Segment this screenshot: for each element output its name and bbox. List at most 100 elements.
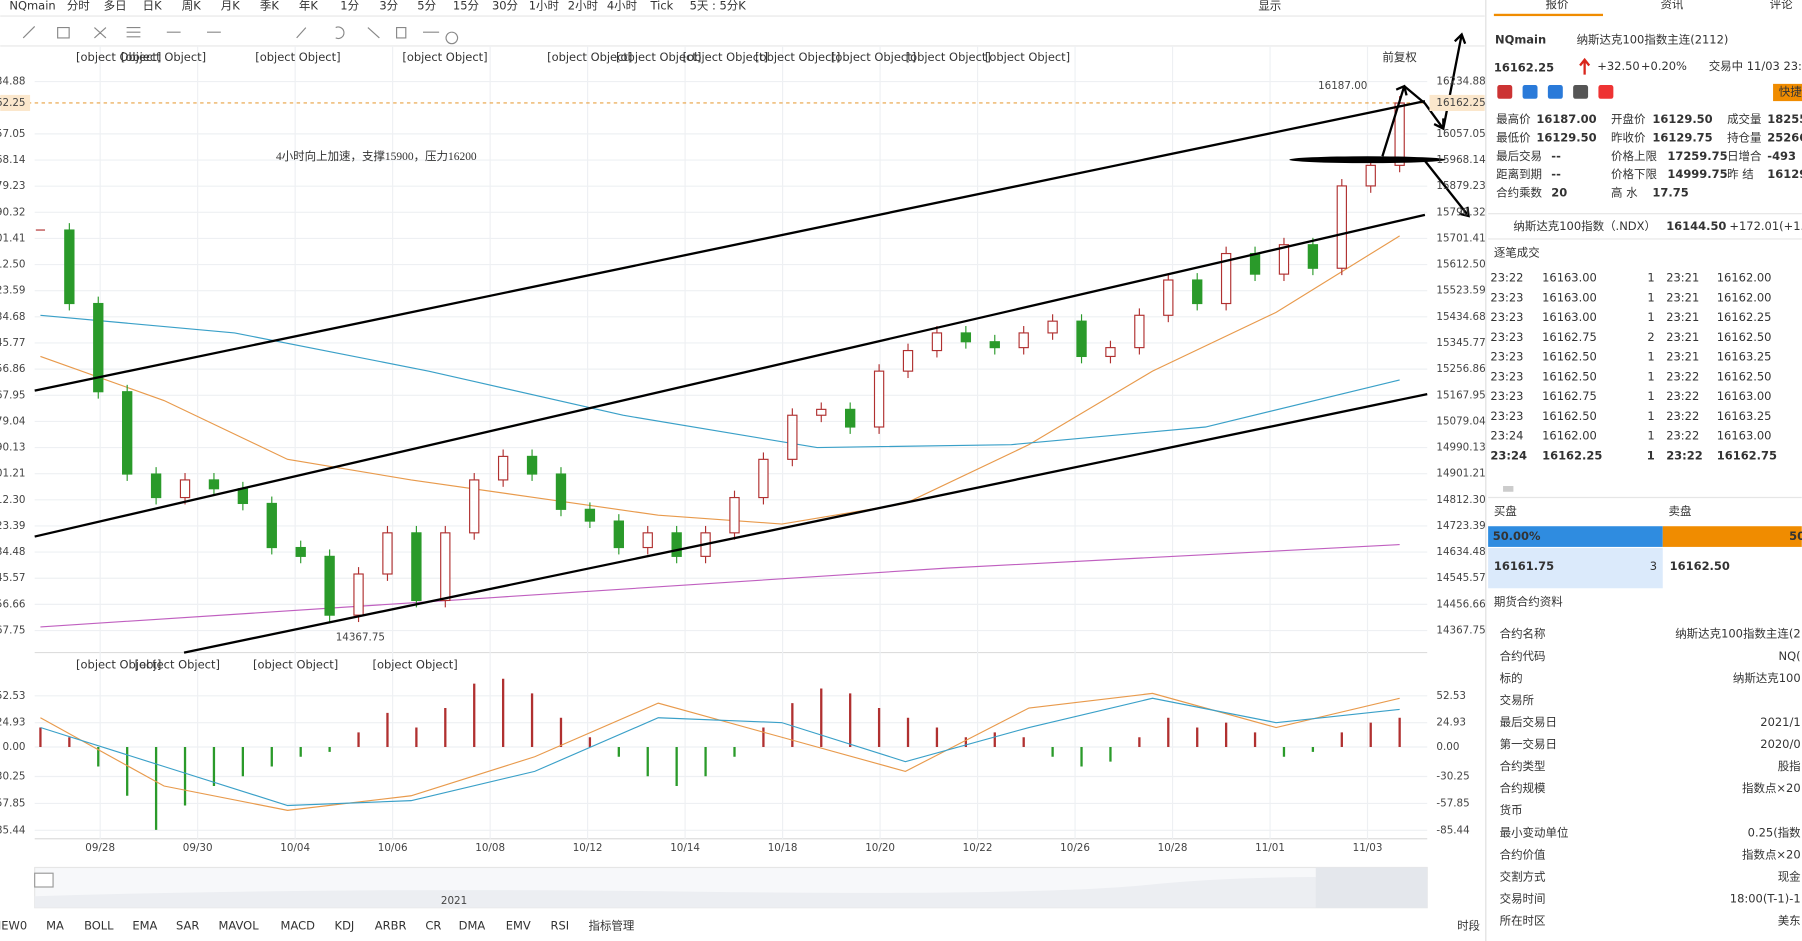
info-label: 最后交易日 — [1500, 715, 1557, 729]
tool-icons[interactable] — [22, 26, 459, 45]
drawing-tools[interactable] — [22, 26, 459, 45]
low-label: 14367.75 — [336, 632, 385, 644]
scroll-mark — [1503, 486, 1514, 492]
panel-tab[interactable]: 评论 — [1770, 0, 1793, 11]
y-tick-label-left: 15879.23 — [0, 180, 25, 192]
period-button[interactable]: 周K — [182, 0, 201, 12]
x-tick-label: 10/26 — [1060, 842, 1090, 854]
index-name[interactable]: 纳斯达克100指数（.NDX） — [1513, 219, 1656, 233]
indicator-button[interactable]: MA — [46, 919, 64, 933]
x-tick-label: 10/04 — [280, 842, 310, 854]
period-button[interactable]: 分时 — [67, 0, 90, 12]
panel-pct: +0.20% — [1641, 59, 1687, 73]
indicator-button[interactable]: EMA — [132, 919, 157, 933]
x-tick-label: 10/18 — [768, 842, 798, 854]
indicator-button[interactable]: BOLL — [84, 919, 114, 933]
quote-label: 开盘价 — [1611, 112, 1646, 126]
period-button[interactable]: 3分 — [379, 0, 398, 12]
period-button[interactable]: 时段 — [1457, 919, 1480, 933]
y-tick-label: 14901.21 — [1436, 468, 1485, 480]
trade-cell: 16163.00 — [1542, 271, 1597, 285]
indicator-button[interactable]: EMV — [506, 919, 531, 933]
y-tick-label-left: 15256.86 — [0, 363, 25, 375]
indicator-button[interactable]: SAR — [176, 919, 199, 933]
candle — [237, 488, 249, 505]
ma-legend: [object Object] — [985, 50, 1070, 64]
trade-cell: 1 — [1647, 290, 1654, 304]
trade-cell: 23:22 — [1666, 429, 1699, 443]
indicator-button[interactable]: RSI — [551, 919, 570, 933]
indicator-button[interactable]: CR — [425, 919, 441, 933]
quote-label: 持仓量 — [1727, 130, 1761, 144]
macd-tick-label: 24.93 — [1436, 717, 1466, 729]
quote-value: 14999.75 — [1667, 167, 1727, 181]
navigator-handle[interactable] — [34, 872, 54, 888]
panel-tab[interactable]: 资讯 — [1660, 0, 1683, 11]
period-button[interactable]: 2小时 — [568, 0, 599, 12]
info-value: 纳斯达克100 — [1733, 671, 1801, 685]
quick-button-label[interactable]: 快捷 — [1779, 84, 1802, 98]
period-button[interactable]: 30分 — [492, 0, 519, 12]
trend-line — [34, 213, 1426, 538]
quick-button — [1773, 83, 1802, 102]
indicator-button[interactable]: IEW0 — [0, 919, 27, 933]
quote-value: -- — [1551, 149, 1561, 163]
indicator-button[interactable]: DMA — [459, 919, 486, 933]
candle — [64, 229, 75, 305]
y-tick-label: 14545.57 — [1436, 572, 1485, 584]
indicator-button[interactable]: MACD — [281, 919, 316, 933]
bid-box — [1488, 548, 1663, 589]
y-tick-label: 14367.75 — [1436, 625, 1485, 637]
ma-legend: [object Object] — [906, 50, 991, 64]
symbol-tab: NQmain — [9, 0, 55, 12]
period-button[interactable]: 日K — [143, 0, 162, 12]
period-button[interactable]: 5分 — [417, 0, 436, 12]
period-button[interactable]: 月K — [221, 0, 240, 12]
index-price: 16144.50 — [1666, 219, 1726, 233]
info-value: 指数点×20 — [1742, 847, 1801, 861]
candle — [1047, 320, 1058, 334]
info-value: 纳斯达克100指数主连(2 — [1675, 627, 1800, 641]
candle — [671, 532, 682, 557]
period-button[interactable]: 1分 — [340, 0, 359, 12]
quote-label: 最低价 — [1496, 130, 1531, 144]
y-tick-label-left: 14367.75 — [0, 625, 25, 637]
indicator-button[interactable]: MAVOL — [219, 919, 260, 933]
period-button[interactable]: 4小时 — [607, 0, 638, 12]
period-button[interactable]: 季K — [260, 0, 279, 12]
period-button[interactable]: 1小时 — [529, 0, 560, 12]
candle — [642, 532, 653, 549]
y-tick-label-left: 14456.66 — [0, 598, 25, 610]
period-button[interactable]: Tick — [650, 0, 674, 12]
panel-tab[interactable]: 报价 — [1546, 0, 1569, 11]
indicator-button[interactable]: 指标管理 — [588, 919, 634, 933]
indicator-button[interactable]: ARBR — [375, 919, 407, 933]
macd-tick-label-left: 52.53 — [0, 690, 25, 702]
last-price-label-left: 16162.25 — [0, 97, 25, 109]
y-tick-label-left: 14723.39 — [0, 520, 25, 532]
candle — [208, 479, 220, 490]
quote-value: 18255 — [1767, 112, 1802, 126]
macd-legend: [object Object] — [76, 658, 161, 672]
candle — [816, 408, 827, 416]
period-button[interactable]: 多日 — [104, 0, 127, 12]
indicator-button[interactable]: KDJ — [335, 919, 355, 933]
macd-tick-label-left: -30.25 — [0, 770, 25, 782]
trade-cell: 16162.75 — [1542, 330, 1597, 344]
candle — [497, 455, 509, 481]
ma-legend: [object Object] — [76, 50, 161, 64]
quote-value: 17.75 — [1652, 186, 1688, 200]
trade-cell: 23:24 — [1490, 448, 1527, 462]
y-tick-label: 16057.05 — [1436, 128, 1485, 140]
adjust-button[interactable]: 前复权 — [1382, 50, 1417, 64]
y-tick-label-left: 15701.41 — [0, 232, 25, 244]
display-menu[interactable]: 显示 — [1258, 0, 1281, 12]
period-button[interactable]: 年K — [299, 0, 318, 12]
period-button[interactable]: 5天 : 5分K — [690, 0, 747, 12]
quote-label: 日增合 — [1727, 149, 1762, 163]
navigator-window[interactable] — [1315, 867, 1428, 908]
trade-cell: 16162.25 — [1717, 310, 1772, 324]
candle — [1163, 279, 1174, 316]
period-button[interactable]: 15分 — [453, 0, 480, 12]
